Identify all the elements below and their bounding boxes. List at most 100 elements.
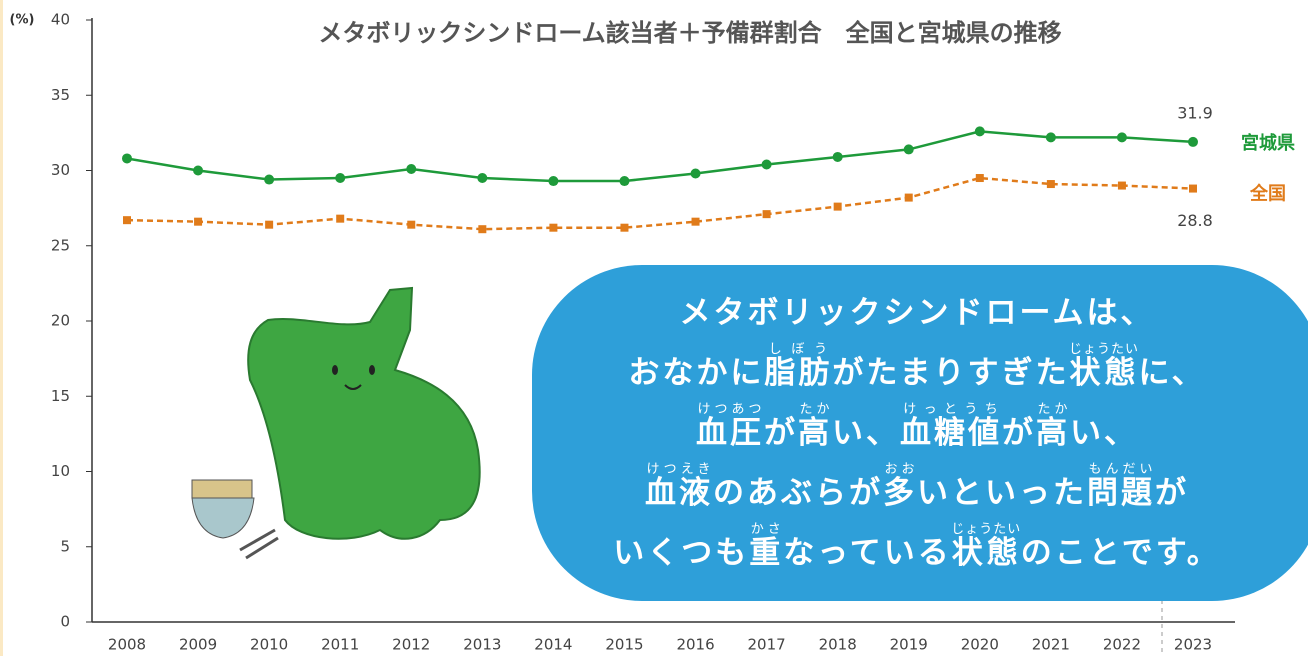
legend-label: 全国 [1249,183,1286,205]
y-tick-label: 10 [51,462,70,480]
x-tick-label: 2021 [1032,636,1070,654]
ruby-base: 高 [798,415,832,451]
x-tick-label: 2016 [676,636,714,654]
marker [264,175,274,185]
ruby-text: けつあつ [696,402,764,417]
x-tick-label: 2010 [250,636,288,654]
marker [548,176,558,186]
marker [265,221,273,229]
callout-text: メタボリックシンドロームは、 [679,295,1154,331]
marker [904,144,914,154]
marker [1046,132,1056,142]
ruby-text: しぼう [764,342,832,357]
x-tick-label: 2019 [890,636,928,654]
mascot [192,288,480,558]
callout-ruby: 問題もんだい [1087,475,1155,511]
line [127,178,1193,229]
x-tick-label: 2008 [108,636,146,654]
x-tick-label: 2017 [748,636,786,654]
y-tick-label: 30 [51,161,70,179]
marker [478,225,486,233]
marker [1189,185,1197,193]
marker [976,174,984,182]
series [122,126,1198,186]
marker [620,224,628,232]
marker [763,210,771,218]
marker [194,218,202,226]
callout-text: なっている [783,535,951,571]
marker [834,203,842,211]
ruby-base: 血圧 [696,415,764,451]
ruby-text: たか [1036,402,1070,417]
y-unit: (%) [10,13,35,28]
callout-line: メタボリックシンドロームは、 [679,284,1154,342]
ruby-text: けつえき [645,462,713,477]
marker [1117,132,1127,142]
y-tick-label: 5 [60,537,70,555]
marker [975,126,985,136]
callout-line: 血圧けつあつが高たかい、血糖値けっとうちが高たかい、 [696,402,1138,462]
ruby-base: 脂肪 [764,355,832,391]
line [127,131,1193,181]
marker [336,215,344,223]
value-label: 31.9 [1177,103,1213,122]
ruby-text: もんだい [1087,462,1155,477]
ruby-base: 状態 [1069,355,1139,391]
callout-text: が [1155,475,1189,511]
callout-text: が [1002,415,1036,451]
callout: メタボリックシンドロームは、おなかに脂肪しぼうがたまりすぎた状態じょうたいに、血… [532,265,1308,601]
callout-line: いくつも重かさなっている状態じょうたいのことです。 [613,522,1220,582]
ruby-text: けっとうち [900,402,1002,417]
marker [1188,137,1198,147]
callout-text: いくつも [613,535,749,571]
callout-ruby: 高たか [1036,415,1070,451]
callout-text: いといった [917,475,1087,511]
callout-ruby: 状態じょうたい [952,535,1021,571]
y-tick-label: 40 [51,11,70,29]
ruby-text: たか [798,402,832,417]
ruby-base: 血液 [645,475,713,511]
y-tick-label: 15 [51,387,70,405]
value-label: 28.8 [1177,211,1213,230]
callout-line: 血液けつえきのあぶらが多おおいといった問題もんだいが [645,462,1189,522]
x-tick-label: 2012 [392,636,430,654]
marker [335,173,345,183]
series [123,174,1197,233]
x-tick-label: 2020 [961,636,999,654]
marker [1118,182,1126,190]
callout-ruby: 血圧けつあつ [696,415,764,451]
y-tick-label: 35 [51,86,70,104]
ruby-base: 多 [883,475,917,511]
page: メタボリックシンドローム該当者＋予備群割合 全国と宮城県の推移 (%) 0 5 10… [0,0,1308,656]
callout-text: が [764,415,798,451]
callout-ruby: 血液けつえき [645,475,713,511]
marker [193,166,203,176]
edge-strip [0,0,3,656]
marker [619,176,629,186]
callout-text: のことです。 [1021,535,1221,571]
y-tick-label: 20 [51,312,70,330]
x-tick-label: 2023 [1174,636,1212,654]
chart-title: メタボリックシンドローム該当者＋予備群割合 全国と宮城県の推移 [318,19,1061,47]
marker [762,159,772,169]
x-tick-label: 2013 [463,636,501,654]
marker [123,216,131,224]
marker [407,221,415,229]
x-tick-label: 2015 [605,636,643,654]
callout-ruby: 脂肪しぼう [764,355,832,391]
x-tick-label: 2018 [819,636,857,654]
y-tick-label: 0 [60,613,70,631]
marker [691,169,701,179]
callout-text: い、 [832,415,900,451]
x-tick-label: 2011 [321,636,359,654]
callout-text: に、 [1139,355,1206,391]
marker [905,194,913,202]
callout-line: おなかに脂肪しぼうがたまりすぎた状態じょうたいに、 [628,342,1205,402]
ruby-text: じょうたい [951,522,1021,537]
marker [549,224,557,232]
marker [692,218,700,226]
ruby-base: 高 [1036,415,1070,451]
ruby-base: 状態 [951,535,1021,571]
x-tick-label: 2009 [179,636,217,654]
callout-ruby: 高たか [798,415,832,451]
